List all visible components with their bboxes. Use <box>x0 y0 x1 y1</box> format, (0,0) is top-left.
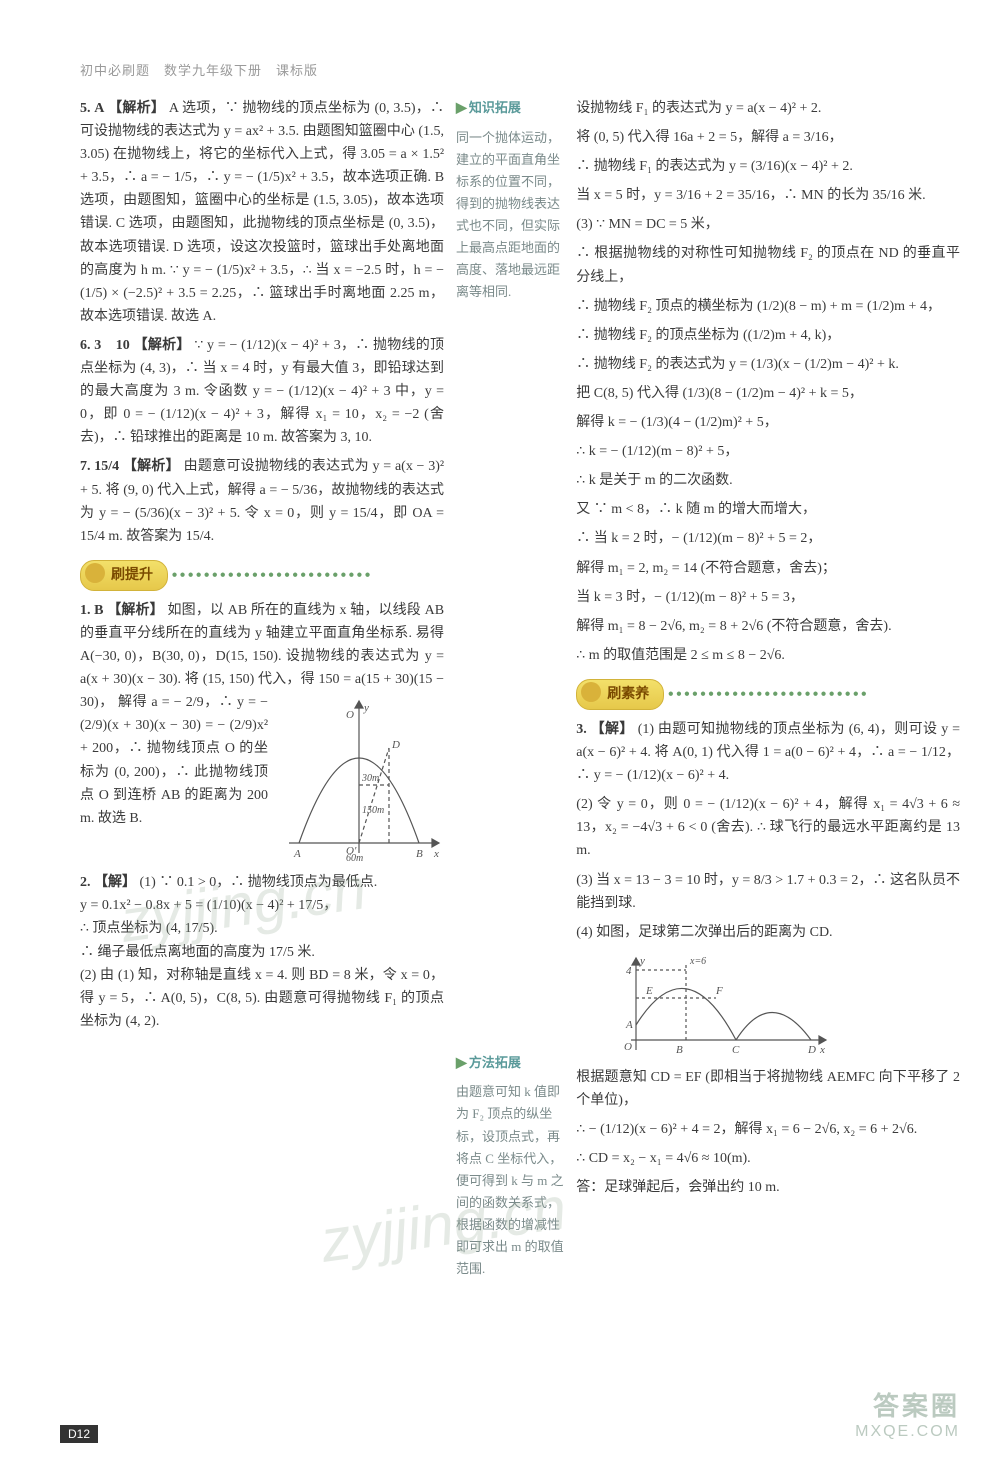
q2-p2: y = 0.1x² − 0.8x + 5 = (1/10)(x − 4)² + … <box>80 898 337 913</box>
q3-l3: (4) 如图，足球第二次弹出后的距离为 CD. <box>576 921 960 944</box>
fig1-y: y <box>363 702 369 714</box>
fig1-150m: 150m <box>362 805 384 816</box>
q6-num: 6. <box>80 338 91 353</box>
q6-ans: 3 10 <box>94 338 130 353</box>
fig2-A: A <box>625 1019 633 1031</box>
q2: 2. 【解】 (1) ∵ 0.1 > 0，∴ 抛物线顶点为最低点. y = 0.… <box>80 871 444 1033</box>
q5-ans: A <box>94 101 104 116</box>
brand-block: 答案圈 MXQE.COM <box>855 1386 960 1441</box>
q1b: 1. B 【解析】 如图，以 AB 所在的直线为 x 轴，以线段 AB 的垂直平… <box>80 599 444 865</box>
q1b-body-post: 解得 a = − 2/9，∴ y = − (2/9)(x + 30)(x − 3… <box>80 695 268 825</box>
arrow-icon: ▶ <box>456 97 467 121</box>
fig2-E: E <box>645 985 653 997</box>
dots-2: ●●●●●●●●●●●●●●●●●●●●●●●●● <box>668 688 869 699</box>
figure-parabola-bridge: y x O A B O' D 30m 150m 60m <box>274 693 444 863</box>
fig2-F: F <box>715 985 723 997</box>
mid2-title: 方法拓展 <box>469 1055 521 1070</box>
q1b-tag: 【解析】 <box>107 603 164 618</box>
fig2-B: B <box>676 1044 683 1056</box>
section-shua-tisheng: 刷提升 <box>80 560 168 591</box>
q2-p4: ∴ 绳子最低点离地面的高度为 17/5 米. <box>80 945 315 960</box>
r1-l15: 解得 m₁ = 2, m₂ = 14 (不符合题意，舍去)； <box>576 557 960 580</box>
fig2-x: x <box>819 1044 825 1056</box>
middle-column: ▶知识拓展 同一个抛体运动，建立的平面直角坐标系的位置不同，得到的抛物线表达式也… <box>456 97 564 1298</box>
fig1-D: D <box>391 739 400 751</box>
fig1-60m: 60m <box>346 853 363 863</box>
r1-l5: ∴ 根据抛物线的对称性可知抛物线 F₂ 的顶点在 ND 的垂直平分线上， <box>576 242 960 288</box>
q3: 3. 【解】 (1) 由题可知抛物线的顶点坐标为 (6, 4)，则可设 y = … <box>576 718 960 787</box>
r1-l0: 设抛物线 F₁ 的表达式为 y = a(x − 4)² + 2. <box>576 97 960 120</box>
arrow-icon-2: ▶ <box>456 1052 467 1076</box>
fig2-O: O <box>624 1041 632 1053</box>
q3-l2: (3) 当 x = 13 − 3 = 10 时，y = 8/3 > 1.7 + … <box>576 869 960 915</box>
q3-num: 3. <box>576 722 587 737</box>
q2-p3: ∴ 顶点坐标为 (4, 17/5). <box>80 921 218 936</box>
q2-p5: (2) 由 (1) 知，对称轴是直线 x = 4. 则 BD = 8 米，令 x… <box>80 968 444 1029</box>
fig2-4: 4 <box>626 965 632 977</box>
q6: 6. 3 10 【解析】 ∵ y = − (1/12)(x − 4)² + 3，… <box>80 334 444 449</box>
q2-tag: 【解】 <box>94 875 136 890</box>
fig2-x6: x=6 <box>689 956 706 967</box>
r1-l10: 解得 k = − (1/3)(4 − (1/2)m)² + 5， <box>576 411 960 434</box>
right-column: 设抛物线 F₁ 的表达式为 y = a(x − 4)² + 2. 将 (0, 5… <box>576 97 960 1298</box>
tail-0: 根据题意知 CD = EF (即相当于将抛物线 AEMFC 向下平移了 2 个单… <box>576 1066 960 1112</box>
brand-top: 答案圈 <box>855 1386 960 1423</box>
r1-l13: 又 ∵ m < 8，∴ k 随 m 的增大而增大， <box>576 498 960 521</box>
tail-2: ∴ CD = x₂ − x₁ = 4√6 ≈ 10(m). <box>576 1147 960 1170</box>
q7: 7. 15/4 【解析】 由题意可设抛物线的表达式为 y = a(x − 3)²… <box>80 455 444 547</box>
q3-l1: (2) 令 y = 0，则 0 = − (1/12)(x − 6)² + 4，解… <box>576 793 960 862</box>
brand-bottom: MXQE.COM <box>855 1423 960 1441</box>
r1-l7: ∴ 抛物线 F₂ 的顶点坐标为 ((1/2)m + 4, k)， <box>576 324 960 347</box>
q5-num: 5. <box>80 101 91 116</box>
mid-block-1: ▶知识拓展 同一个抛体运动，建立的平面直角坐标系的位置不同，得到的抛物线表达式也… <box>456 97 564 304</box>
r1-l3: 当 x = 5 时，y = 3/16 + 2 = 35/16，∴ MN 的长为 … <box>576 184 960 207</box>
r1-l12: ∴ k 是关于 m 的二次函数. <box>576 469 960 492</box>
q5: 5. A 【解析】 A 选项，∵ 抛物线的顶点坐标为 (0, 3.5)，∴ 可设… <box>80 97 444 328</box>
r1-l1: 将 (0, 5) 代入得 16a + 2 = 5，解得 a = 3/16， <box>576 126 960 149</box>
fig1-B: B <box>416 848 423 860</box>
page-number: D12 <box>60 1425 98 1443</box>
mid2-body: 由题意可知 k 值即为 F₂ 顶点的纵坐标，设顶点式，再将点 C 坐标代入，便可… <box>456 1081 564 1280</box>
r1-l9: 把 C(8, 5) 代入得 (1/3)(8 − (1/2)m − 4)² + k… <box>576 382 960 405</box>
dots-1: ●●●●●●●●●●●●●●●●●●●●●●●●● <box>172 569 373 580</box>
tail-3: 答：足球弹起后，会弹出约 10 m. <box>576 1176 960 1199</box>
r1-l11: ∴ k = − (1/12)(m − 8)² + 5， <box>576 440 960 463</box>
r1-l8: ∴ 抛物线 F₂ 的表达式为 y = (1/3)(x − (1/2)m − 4)… <box>576 353 960 376</box>
q7-tag: 【解析】 <box>123 459 180 474</box>
q1b-num: 1. <box>80 603 91 618</box>
q2-num: 2. <box>80 875 91 890</box>
fig1-A: A <box>293 848 301 860</box>
q1b-ans: B <box>94 603 103 618</box>
q3-l0: (1) 由题可知抛物线的顶点坐标为 (6, 4)，则可设 y = a(x − 6… <box>576 722 960 783</box>
figure-soccer-bounce: O A B C D E F x y 4 x=6 <box>616 950 836 1060</box>
fig2-y: y <box>639 955 645 967</box>
q7-num: 7. <box>80 459 91 474</box>
fig1-x: x <box>433 848 439 860</box>
mid-block-2: ▶方法拓展 由题意可知 k 值即为 F₂ 顶点的纵坐标，设顶点式，再将点 C 坐… <box>456 1052 564 1281</box>
tail-1: ∴ − (1/12)(x − 6)² + 4 = 2，解得 x₁ = 6 − 2… <box>576 1118 960 1141</box>
mid1-title: 知识拓展 <box>469 100 521 115</box>
q3-tag: 【解】 <box>591 722 634 737</box>
left-column: 5. A 【解析】 A 选项，∵ 抛物线的顶点坐标为 (0, 3.5)，∴ 可设… <box>80 97 444 1298</box>
r1-l4: (3) ∵ MN = DC = 5 米， <box>576 213 960 236</box>
fig2-C: C <box>732 1044 740 1056</box>
q7-ans: 15/4 <box>94 459 119 474</box>
fig2-D: D <box>807 1044 816 1056</box>
fig1-O: O <box>346 709 354 721</box>
r1-l17: 解得 m₁ = 8 − 2√6, m₂ = 8 + 2√6 (不符合题意，舍去)… <box>576 615 960 638</box>
page-header: 初中必刷题 数学九年级下册 课标版 <box>80 60 960 79</box>
fig1-30m: 30m <box>361 773 379 784</box>
q5-tag: 【解析】 <box>108 101 165 116</box>
r1-l14: ∴ 当 k = 2 时，− (1/12)(m − 8)² + 5 = 2， <box>576 527 960 550</box>
q5-body: A 选项，∵ 抛物线的顶点坐标为 (0, 3.5)，∴ 可设抛物线的表达式为 y… <box>80 101 444 324</box>
q2-p1: (1) ∵ 0.1 > 0，∴ 抛物线顶点为最低点. <box>140 875 378 890</box>
r1-l2: ∴ 抛物线 F₁ 的表达式为 y = (3/16)(x − 4)² + 2. <box>576 155 960 178</box>
r1-l16: 当 k = 3 时，− (1/12)(m − 8)² + 5 = 3， <box>576 586 960 609</box>
mid1-body: 同一个抛体运动，建立的平面直角坐标系的位置不同，得到的抛物线表达式也不同，但实际… <box>456 127 564 304</box>
q6-body: ∵ y = − (1/12)(x − 4)² + 3，∴ 抛物线的顶点坐标为 (… <box>80 338 444 445</box>
r1-l18: ∴ m 的取值范围是 2 ≤ m ≤ 8 − 2√6. <box>576 644 960 667</box>
q6-tag: 【解析】 <box>134 338 191 353</box>
r1-l6: ∴ 抛物线 F₂ 顶点的横坐标为 (1/2)(8 − m) + m = (1/2… <box>576 295 960 318</box>
section-shua-suyang: 刷素养 <box>576 679 664 710</box>
